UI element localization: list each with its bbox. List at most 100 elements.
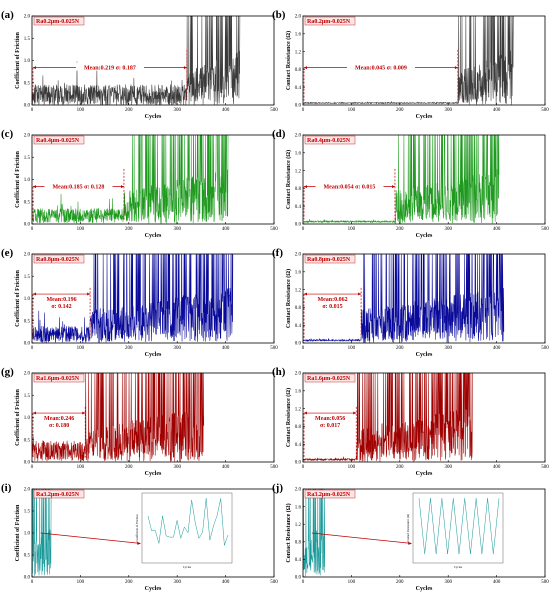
x-tick-label: 100 bbox=[348, 108, 356, 113]
condition-label: Ra3.2μm-0.025N bbox=[36, 492, 80, 498]
condition-box bbox=[33, 254, 85, 264]
x-tick-label: 500 bbox=[270, 227, 278, 232]
arrow-head-left bbox=[304, 292, 307, 296]
y-tick-label: 0.8 bbox=[295, 541, 302, 546]
x-axis-label: Cycles bbox=[145, 114, 162, 120]
y-axis-label: Contact Resistance (Ω) bbox=[285, 388, 292, 447]
y-tick-label: 0.0 bbox=[24, 223, 31, 228]
y-tick-label: 0.5 bbox=[24, 319, 31, 324]
arrow-head-right bbox=[82, 411, 86, 415]
plot-frame bbox=[302, 134, 546, 225]
x-tick-label: 300 bbox=[173, 227, 181, 232]
y-tick-label: 2.0 bbox=[24, 372, 31, 377]
x-tick-label: 300 bbox=[173, 346, 181, 351]
stat-background bbox=[346, 62, 415, 71]
stat-background bbox=[44, 181, 113, 190]
mean-sigma-label: Mean:0.185 σ: 0.128 bbox=[53, 184, 105, 190]
series-line bbox=[31, 15, 241, 106]
x-tick-label: 200 bbox=[396, 227, 404, 232]
panel-j: 0 100 200 300 400 500 0.0 0.4 0.8 1.2 1.6 2.0 Cycles… bbox=[272, 482, 549, 592]
panel-h: 0 100 200 300 400 500 0.0 0.4 0.8 1.2 1.6 2.0 Cycles… bbox=[272, 366, 549, 477]
y-tick-label: 1.0 bbox=[24, 297, 31, 302]
panel-letter: (c) bbox=[1, 128, 14, 140]
series-line bbox=[31, 488, 52, 577]
mean-label: Mean:0.196 bbox=[46, 297, 76, 303]
y-tick-label: 2.0 bbox=[295, 372, 302, 377]
x-tick-label: 200 bbox=[125, 465, 133, 470]
plot-frame bbox=[302, 15, 546, 106]
x-tick-label: 300 bbox=[173, 465, 181, 470]
panel-letter: (j) bbox=[272, 482, 283, 494]
x-tick-label: 100 bbox=[77, 346, 85, 351]
inset-x-label: Cycles bbox=[183, 565, 192, 569]
condition-box bbox=[33, 373, 85, 383]
arrow-head-right bbox=[353, 411, 357, 415]
arrow-head-right bbox=[87, 292, 91, 296]
series-line bbox=[302, 253, 505, 343]
x-axis-label: Cycles bbox=[145, 471, 162, 477]
y-axis-label: Coefficient of Friction bbox=[15, 151, 21, 208]
x-tick-label: 400 bbox=[493, 227, 501, 232]
y-axis-label: Coefficient of Friction bbox=[15, 504, 21, 561]
y-tick-label: 0.0 bbox=[24, 342, 31, 347]
x-tick-label: 500 bbox=[541, 227, 549, 232]
y-tick-label: 1.2 bbox=[295, 407, 302, 412]
condition-box bbox=[33, 135, 85, 145]
y-tick-label: 1.2 bbox=[295, 523, 302, 528]
series-line bbox=[31, 253, 234, 344]
condition-label: Ra0.4μm-0.025N bbox=[307, 138, 351, 144]
x-tick-label: 400 bbox=[222, 465, 230, 470]
inset-pointer-line bbox=[40, 532, 141, 544]
x-tick-label: 0 bbox=[302, 346, 305, 351]
condition-label: Ra1.6μm-0.025N bbox=[36, 376, 80, 382]
y-tick-label: 1.5 bbox=[24, 275, 31, 280]
x-tick-label: 500 bbox=[541, 580, 549, 585]
x-tick-label: 300 bbox=[444, 227, 452, 232]
mean-sigma-label: Mean:0.054 σ: 0.015 bbox=[324, 184, 376, 190]
y-tick-label: 0.4 bbox=[295, 558, 302, 563]
y-tick-label: 0.0 bbox=[295, 223, 302, 228]
arrow-head-right bbox=[358, 292, 362, 296]
y-tick-label: 0.4 bbox=[295, 324, 302, 329]
x-tick-label: 100 bbox=[348, 465, 356, 470]
y-tick-label: 0.8 bbox=[295, 187, 302, 192]
y-tick-label: 0.4 bbox=[295, 205, 302, 210]
x-axis-label: Cycles bbox=[416, 352, 433, 358]
condition-box bbox=[304, 16, 356, 26]
y-tick-label: 1.2 bbox=[295, 169, 302, 174]
panel-i: 0 100 200 300 400 5000.00.51.01.52.0CyclesCoe… bbox=[1, 482, 278, 592]
inset-chart: Contact Resistance (Ω) Cycles bbox=[406, 492, 504, 569]
series-line bbox=[302, 134, 500, 224]
series-line bbox=[302, 15, 514, 105]
x-axis-label: Cycles bbox=[416, 471, 433, 477]
y-tick-label: 1.5 bbox=[24, 394, 31, 399]
y-tick-label: 0.0 bbox=[295, 461, 302, 466]
condition-label: Ra1.6μm-0.025N bbox=[307, 376, 351, 382]
y-tick-label: 1.6 bbox=[295, 271, 302, 276]
x-tick-label: 200 bbox=[396, 580, 404, 585]
inset-pointer-head bbox=[408, 541, 412, 545]
y-tick-label: 0.4 bbox=[295, 443, 302, 448]
y-tick-label: 0.8 bbox=[295, 306, 302, 311]
condition-label: Ra0.2μm-0.025N bbox=[307, 19, 351, 25]
x-tick-label: 500 bbox=[270, 580, 278, 585]
panel-a: 0 100 200 300 400 500 0.0 0.5 1.0 1.5 2.0 Cycles Coe… bbox=[1, 9, 278, 120]
series-line bbox=[302, 488, 326, 577]
panel-letter: (f) bbox=[272, 247, 283, 259]
x-tick-label: 300 bbox=[173, 580, 181, 585]
panel-letter: (i) bbox=[1, 482, 12, 494]
x-axis-label: Cycles bbox=[416, 114, 433, 120]
x-tick-label: 0 bbox=[302, 465, 305, 470]
panel-letter: (g) bbox=[1, 366, 14, 378]
y-tick-label: 0.5 bbox=[24, 81, 31, 86]
panel-letter: (h) bbox=[272, 366, 286, 378]
y-tick-label: 0.4 bbox=[295, 86, 302, 91]
x-tick-label: 0 bbox=[31, 580, 34, 585]
sigma-label: σ: 0.015 bbox=[322, 304, 342, 310]
inset-pointer-head bbox=[137, 541, 141, 545]
y-tick-label: 1.5 bbox=[24, 37, 31, 42]
mean-sigma-label: Mean:0.045 σ: 0.009 bbox=[355, 65, 407, 71]
y-tick-label: 2.0 bbox=[295, 134, 302, 139]
x-tick-label: 400 bbox=[493, 346, 501, 351]
